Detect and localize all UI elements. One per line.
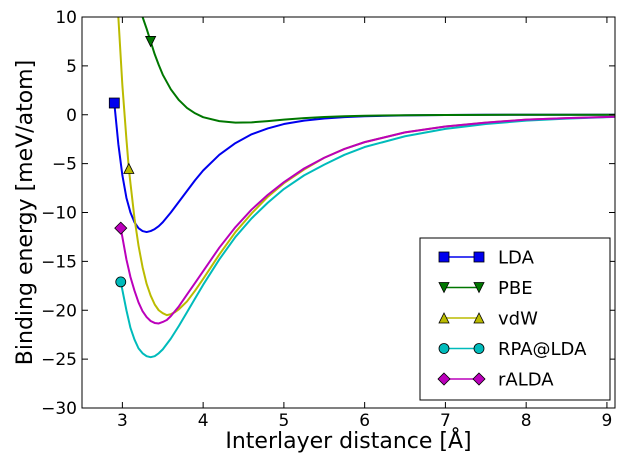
legend-label-vdw: vdW	[498, 309, 538, 330]
y-tick-label: 10	[55, 8, 77, 28]
y-axis-label: Binding energy [meV/atom]	[13, 60, 38, 365]
series-line-lda	[113, 102, 615, 234]
y-tick-label: −15	[41, 252, 77, 272]
legend-label-ralda: rALDA	[498, 370, 554, 391]
y-tick-label: −25	[41, 350, 77, 370]
x-tick-label: 7	[440, 411, 451, 431]
series-line-pbe	[141, 17, 615, 124]
legend-label-rpa-lda: RPA@LDA	[498, 339, 587, 360]
series-marker-lda	[108, 97, 120, 109]
y-tick-label: −20	[41, 301, 77, 321]
legend-label-lda: LDA	[498, 248, 535, 269]
legend-marker-lda	[438, 251, 450, 263]
legend-marker-rpa-lda	[473, 343, 485, 354]
series-marker-vdw	[123, 162, 135, 174]
markers-layer	[108, 36, 157, 288]
x-tick-label: 8	[521, 411, 532, 431]
y-tick-label: 0	[66, 106, 77, 126]
ticks-layer: 3 4 5 6 7 8 9 −30 −25 −20 −15 −10 −5 0 5 10	[41, 8, 615, 431]
x-tick-label: 3	[117, 411, 128, 431]
x-tick-label: 9	[602, 411, 613, 431]
legend-marker-lda	[473, 251, 485, 263]
y-tick-label: 5	[66, 57, 77, 77]
legend-marker-vdw	[473, 312, 485, 324]
series-layer	[113, 17, 615, 359]
legend-marker-ralda	[472, 372, 486, 386]
legend-marker-ralda	[437, 372, 451, 386]
x-tick-label: 6	[359, 411, 370, 431]
legend: LDA PBE vdW RPA@LDA rALDA	[419, 237, 611, 401]
y-tick-label: −10	[41, 204, 77, 224]
series-line-rpa-lda	[119, 115, 615, 359]
series-marker-rpa-lda	[115, 276, 127, 288]
series-marker-pbe	[144, 36, 157, 48]
series-line-ralda	[119, 115, 615, 325]
series-marker-ralda	[114, 221, 128, 235]
y-tick-label: −30	[41, 399, 77, 419]
legend-label-pbe: PBE	[498, 278, 533, 299]
x-tick-label: 4	[198, 411, 209, 431]
x-tick-label: 5	[278, 411, 289, 431]
y-tick-label: −5	[52, 155, 77, 175]
legend-box	[419, 237, 611, 401]
legend-marker-pbe	[473, 282, 485, 294]
legend-marker-pbe	[438, 282, 450, 294]
x-axis-label: Interlayer distance [Å]	[225, 427, 471, 454]
legend-marker-rpa-lda	[438, 343, 450, 354]
legend-marker-vdw	[438, 312, 450, 324]
